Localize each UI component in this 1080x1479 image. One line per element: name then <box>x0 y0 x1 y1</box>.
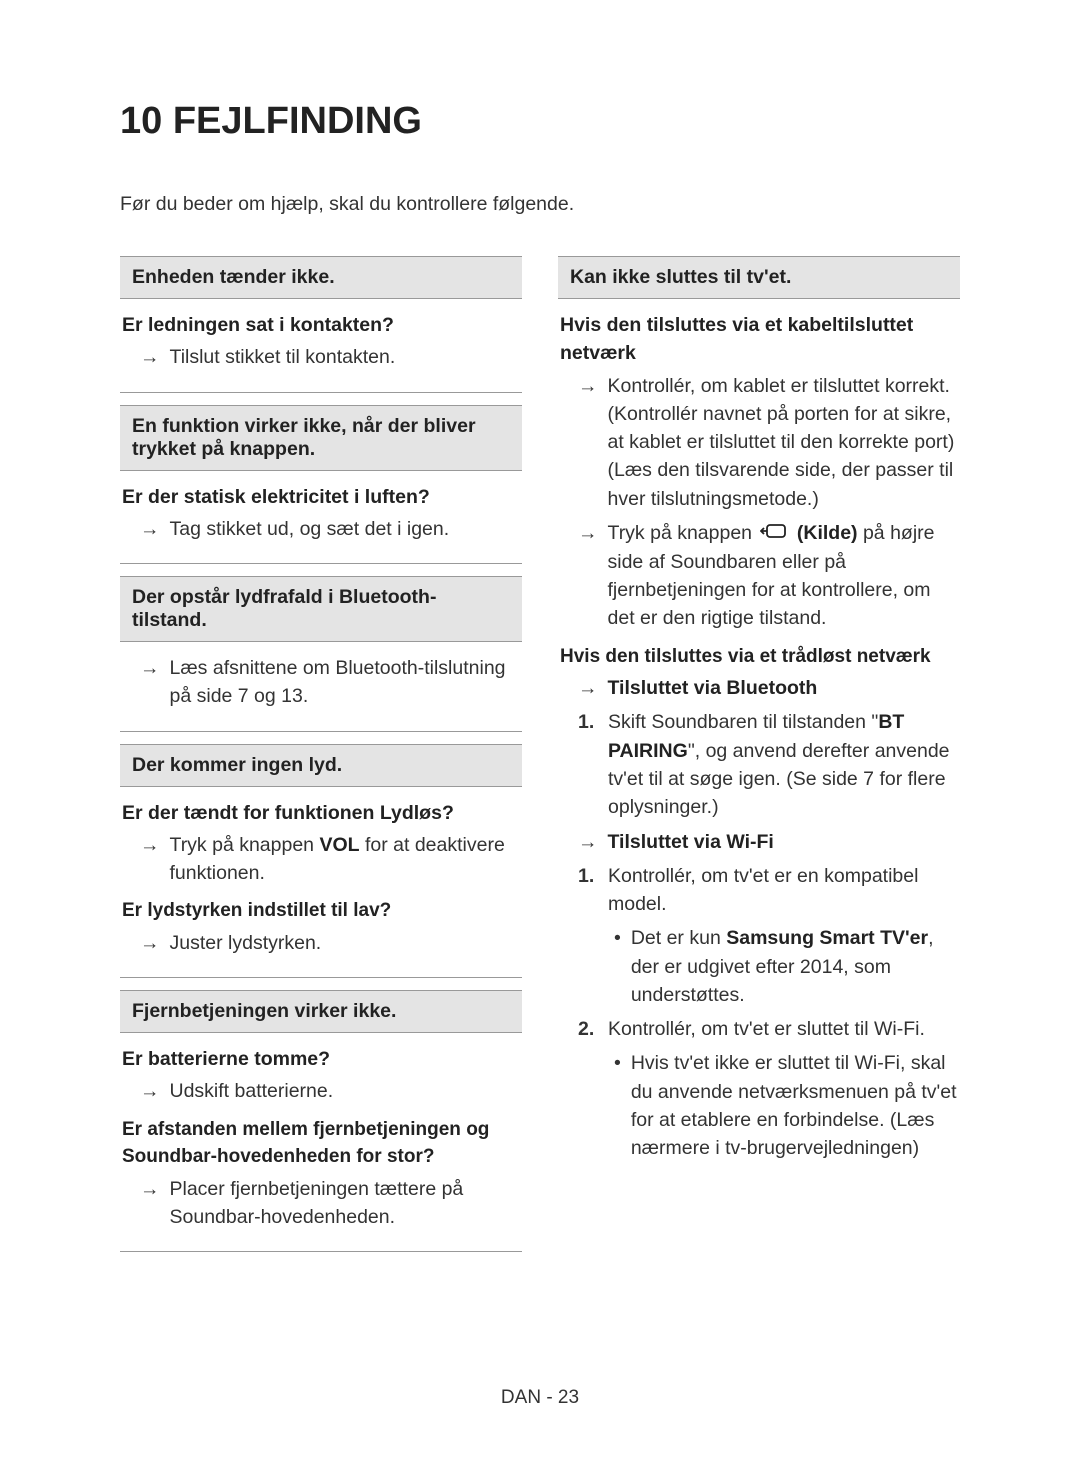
answer: Læs afsnittene om Bluetooth-tilslutning … <box>170 654 521 711</box>
question: Er der statisk elektricitet i luften? <box>122 483 520 511</box>
arrow-icon: → <box>140 343 160 371</box>
list-number: 2. <box>578 1015 598 1043</box>
bullet-icon: • <box>614 1049 621 1162</box>
arrow-icon: → <box>140 515 160 543</box>
list-text: Skift Soundbaren til tilstanden "BT PAIR… <box>608 708 958 821</box>
answer: Placer fjernbetjeningen tættere på Sound… <box>170 1175 521 1232</box>
arrow-icon: → <box>578 674 598 702</box>
answer: Tilslut stikket til kontakten. <box>170 343 396 371</box>
page-title: 10 FEJLFINDING <box>120 100 960 143</box>
section-header-function: En funktion virker ikke, når der bliver … <box>120 405 522 471</box>
arrow-icon: → <box>578 828 598 856</box>
answer: Tryk på knappen VOL for at deaktivere fu… <box>170 831 521 888</box>
answer: Udskift batterierne. <box>170 1077 334 1105</box>
bullet-icon: • <box>614 924 621 1009</box>
section-header-bluetooth: Der opstår lydfrafald i Bluetooth-tilsta… <box>120 576 522 642</box>
list-text: Det er kun Samsung Smart TV'er, der er u… <box>631 924 958 1009</box>
question: Er lydstyrken indstillet til lav? <box>122 897 520 925</box>
answer: Juster lydstyrken. <box>170 929 322 957</box>
arrow-icon: → <box>578 372 598 513</box>
intro-text: Før du beder om hjælp, skal du kontrolle… <box>120 193 960 216</box>
arrow-icon: → <box>140 1077 160 1105</box>
arrow-icon: → <box>140 929 160 957</box>
section-header-tv: Kan ikke sluttes til tv'et. <box>558 256 960 299</box>
arrow-icon: → <box>578 519 598 633</box>
answer: Tryk på knappen (Kilde) på højre side af… <box>608 519 959 633</box>
question: Hvis den tilsluttes via et kabeltilslutt… <box>560 311 958 368</box>
source-icon <box>760 520 788 548</box>
section-header-remote: Fjernbetjeningen virker ikke. <box>120 990 522 1033</box>
question: Er afstanden mellem fjernbetjeningen og … <box>122 1116 520 1171</box>
answer: Tag stikket ud, og sæt det i igen. <box>170 515 450 543</box>
list-number: 1. <box>578 708 598 821</box>
answer: Kontrollér, om kablet er tilsluttet korr… <box>608 372 959 513</box>
question: Hvis den tilsluttes via et trådløst netv… <box>560 643 958 671</box>
left-column: Enheden tænder ikke. Er ledningen sat i … <box>120 244 522 1252</box>
question: Er ledningen sat i kontakten? <box>122 311 520 339</box>
list-number: 1. <box>578 862 598 919</box>
list-text: Hvis tv'et ikke er sluttet til Wi-Fi, sk… <box>631 1049 958 1162</box>
page-footer: DAN - 23 <box>0 1387 1080 1409</box>
sub-label: Tilsluttet via Bluetooth <box>608 674 818 702</box>
right-column: Kan ikke sluttes til tv'et. Hvis den til… <box>558 244 960 1252</box>
section-header-sound: Der kommer ingen lyd. <box>120 744 522 787</box>
list-text: Kontrollér, om tv'et er sluttet til Wi-F… <box>608 1015 925 1043</box>
arrow-icon: → <box>140 654 160 711</box>
section-header-power: Enheden tænder ikke. <box>120 256 522 299</box>
arrow-icon: → <box>140 1175 160 1232</box>
arrow-icon: → <box>140 831 160 888</box>
question: Er der tændt for funktionen Lydløs? <box>122 799 520 827</box>
list-text: Kontrollér, om tv'et er en kompatibel mo… <box>608 862 958 919</box>
sub-label: Tilsluttet via Wi-Fi <box>608 828 774 856</box>
question: Er batterierne tomme? <box>122 1045 520 1073</box>
